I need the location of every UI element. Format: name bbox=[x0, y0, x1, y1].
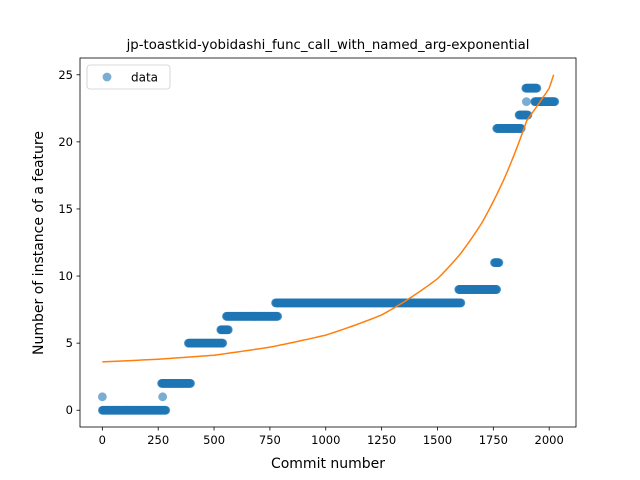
x-tick-label: 1250 bbox=[367, 433, 396, 447]
data-point bbox=[550, 97, 560, 107]
x-tick-label: 0 bbox=[99, 433, 106, 447]
axes-frame bbox=[79, 57, 577, 428]
x-tick-label: 1000 bbox=[311, 433, 340, 447]
data-point bbox=[456, 298, 466, 308]
series-layer bbox=[97, 74, 560, 415]
y-tick-label: 0 bbox=[66, 403, 73, 417]
legend-label-data: data bbox=[131, 71, 158, 85]
data-point bbox=[532, 83, 542, 93]
x-tick-label: 1500 bbox=[423, 433, 452, 447]
x-tick-label: 750 bbox=[259, 433, 281, 447]
x-axis-label: Commit number bbox=[271, 456, 385, 472]
data-point bbox=[523, 110, 533, 120]
chart-title: jp-toastkid-yobidashi_func_call_with_nam… bbox=[126, 38, 530, 53]
data-point bbox=[223, 325, 233, 335]
data-point bbox=[158, 392, 168, 402]
data-point bbox=[186, 378, 195, 388]
plot-area bbox=[80, 58, 576, 427]
data-point bbox=[522, 97, 531, 107]
axes-layer: 0 250 500 750 1000 1250 1500 1750 2000 0 5 10 15 20 25 bbox=[58, 57, 577, 447]
y-tick-label: 20 bbox=[58, 135, 73, 149]
y-axis-label: Number of instance of a feature bbox=[31, 131, 47, 355]
data-point bbox=[161, 405, 171, 415]
y-tick-label: 25 bbox=[58, 68, 73, 82]
data-point bbox=[273, 311, 283, 321]
y-tick-label: 5 bbox=[66, 336, 73, 350]
data-point bbox=[492, 285, 502, 294]
legend-marker-data bbox=[102, 72, 112, 82]
y-tick-label: 15 bbox=[58, 202, 73, 216]
y-tick-label: 10 bbox=[58, 269, 73, 283]
x-tick-label: 500 bbox=[203, 433, 225, 447]
data-point bbox=[218, 338, 228, 348]
x-tick-label: 1750 bbox=[479, 433, 508, 447]
data-point bbox=[494, 258, 504, 268]
legend-box bbox=[86, 64, 171, 90]
plot-background bbox=[80, 58, 576, 427]
x-tick-label: 250 bbox=[147, 433, 169, 447]
x-tick-label: 2000 bbox=[535, 433, 564, 447]
data-point bbox=[97, 392, 107, 402]
legend: data bbox=[86, 64, 171, 90]
fit-line bbox=[102, 74, 555, 363]
